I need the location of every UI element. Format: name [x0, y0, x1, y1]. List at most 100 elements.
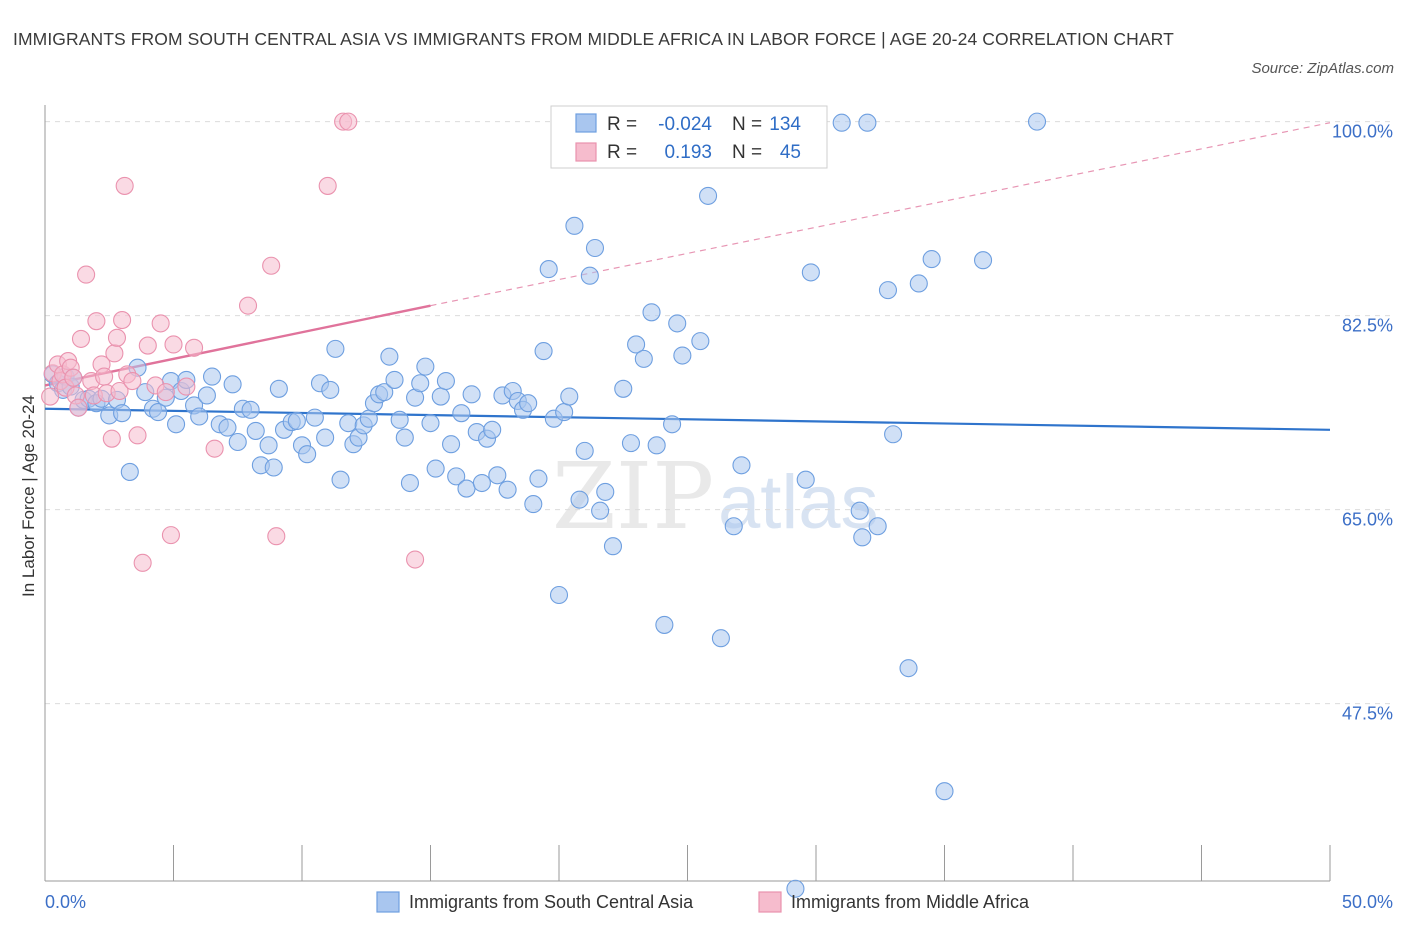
data-point-south-central-asia	[534, 342, 553, 361]
legend: Immigrants from South Central Asia Immig…	[376, 891, 1030, 913]
data-point-middle-africa	[41, 387, 60, 406]
data-point-south-central-asia	[878, 281, 898, 300]
data-point-south-central-asia	[385, 370, 404, 389]
data-point-south-central-asia	[922, 250, 941, 269]
data-point-south-central-asia	[411, 374, 430, 393]
data-point-south-central-asia	[711, 629, 730, 648]
data-point-south-central-asia	[269, 379, 288, 398]
data-point-middle-africa	[71, 329, 91, 348]
data-point-middle-africa	[238, 296, 258, 315]
data-point-south-central-asia	[457, 479, 476, 498]
data-point-south-central-asia	[899, 659, 918, 678]
y-tick-labels: 47.5% 65.0% 82.5% 100.0%	[1332, 122, 1393, 724]
source-credit: Source: ZipAtlas.com	[1251, 60, 1394, 77]
trend-line-middle-africa-extension	[430, 122, 1331, 307]
data-point-south-central-asia	[223, 375, 242, 394]
data-point-south-central-asia	[241, 400, 260, 419]
data-point-middle-africa	[185, 338, 204, 357]
stats-r-label-pink: R =	[607, 142, 637, 163]
data-point-south-central-asia	[580, 266, 599, 285]
data-point-south-central-asia	[287, 411, 306, 430]
data-point-south-central-asia	[400, 473, 419, 493]
data-point-south-central-asia	[585, 238, 605, 258]
data-point-middle-africa	[110, 381, 129, 401]
data-point-south-central-asia	[524, 495, 543, 514]
data-point-south-central-asia	[801, 263, 820, 282]
data-point-south-central-asia	[634, 349, 653, 368]
data-point-south-central-asia	[298, 445, 317, 464]
data-point-south-central-asia	[858, 113, 877, 132]
data-point-south-central-asia	[621, 434, 641, 453]
data-point-middle-africa	[151, 314, 170, 333]
data-point-south-central-asia	[868, 517, 887, 536]
data-point-south-central-asia	[724, 517, 743, 536]
data-point-south-central-asia	[218, 418, 237, 437]
data-point-middle-africa	[156, 383, 175, 402]
legend-swatch-pink	[758, 891, 782, 913]
data-point-south-central-asia	[203, 367, 222, 386]
legend-swatch-blue	[376, 891, 400, 913]
data-point-middle-africa	[128, 426, 147, 445]
data-point-middle-africa	[262, 256, 281, 275]
data-point-south-central-asia	[120, 462, 139, 481]
data-point-south-central-asia	[673, 346, 692, 365]
data-point-middle-africa	[318, 176, 337, 195]
data-point-south-central-asia	[331, 470, 350, 489]
data-point-south-central-asia	[565, 216, 584, 235]
data-point-south-central-asia	[395, 428, 414, 447]
stats-r-value-blue: -0.024	[658, 114, 712, 135]
data-point-middle-africa	[95, 367, 114, 386]
data-point-middle-africa	[123, 371, 142, 391]
x-tick-label-min: 0.0%	[45, 892, 86, 912]
data-point-middle-africa	[113, 311, 132, 330]
stats-swatch-blue	[575, 113, 597, 133]
stats-n-value-blue: 134	[769, 114, 801, 135]
data-point-middle-africa	[267, 527, 286, 546]
data-point-middle-africa	[205, 439, 224, 458]
y-axis-label: In Labor Force | Age 20-24	[19, 395, 38, 597]
y-tick-label: 100.0%	[1332, 122, 1393, 142]
data-point-south-central-asia	[462, 385, 481, 404]
data-point-south-central-asia	[321, 380, 340, 399]
data-point-south-central-asia	[668, 314, 687, 333]
data-point-south-central-asia	[359, 409, 378, 428]
y-tick-label: 65.0%	[1342, 510, 1393, 530]
data-point-south-central-asia	[380, 347, 399, 366]
data-point-south-central-asia	[570, 490, 589, 509]
data-point-south-central-asia	[190, 407, 209, 426]
data-point-south-central-asia	[519, 394, 538, 413]
data-point-middle-africa	[64, 368, 83, 387]
chart-title: IMMIGRANTS FROM SOUTH CENTRAL ASIA VS IM…	[13, 29, 1174, 49]
data-point-south-central-asia	[786, 879, 805, 898]
data-point-south-central-asia	[853, 528, 872, 547]
data-point-south-central-asia	[197, 386, 216, 405]
data-point-south-central-asia	[436, 371, 455, 391]
data-point-south-central-asia	[259, 436, 278, 455]
stats-n-label-pink: N =	[732, 142, 762, 163]
data-point-south-central-asia	[560, 387, 579, 406]
data-point-south-central-asia	[850, 501, 869, 520]
data-point-south-central-asia	[416, 357, 435, 376]
data-point-south-central-asia	[935, 782, 954, 801]
data-point-south-central-asia	[264, 458, 283, 477]
y-tick-label: 82.5%	[1342, 316, 1393, 336]
data-point-south-central-asia	[529, 469, 548, 488]
watermark-atlas: atlas	[718, 460, 879, 545]
data-point-south-central-asia	[149, 403, 168, 422]
data-point-middle-africa	[87, 312, 106, 331]
data-point-south-central-asia	[375, 383, 394, 402]
data-point-south-central-asia	[591, 501, 610, 520]
data-point-south-central-asia	[655, 615, 674, 634]
data-point-south-central-asia	[113, 404, 132, 423]
data-point-south-central-asia	[575, 441, 594, 460]
data-point-middle-africa	[161, 526, 180, 545]
data-point-south-central-asia	[483, 420, 502, 439]
axes	[44, 105, 1331, 882]
data-point-middle-africa	[69, 398, 88, 417]
data-point-south-central-asia	[909, 274, 928, 293]
data-point-south-central-asia	[603, 537, 623, 556]
data-point-middle-africa	[102, 429, 121, 448]
data-point-south-central-asia	[339, 414, 358, 433]
series-middle-africa	[41, 112, 425, 572]
data-point-south-central-asia	[228, 432, 247, 452]
